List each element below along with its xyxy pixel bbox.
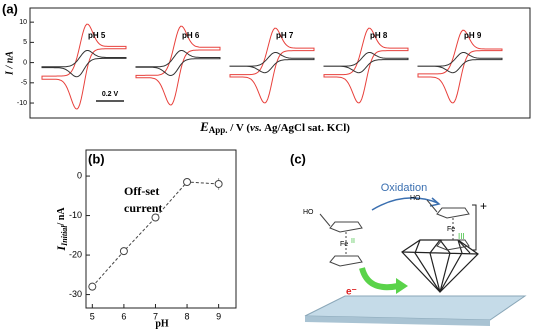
arrow-head (429, 197, 441, 207)
x-tick-label: 6 (121, 311, 126, 321)
cv-curve (417, 29, 503, 104)
y-tick-label: 0 (77, 170, 82, 180)
oxidation-state: II (351, 238, 355, 245)
panel-label: (b) (88, 151, 105, 166)
panel-label: (c) (290, 151, 306, 166)
curve-label: pH 9 (464, 31, 482, 40)
x-tick-label: 7 (153, 311, 158, 321)
y-label-part: Initial (60, 225, 69, 247)
curve-label: pH 5 (88, 31, 106, 40)
y-axis-label: IInitial/ nA (54, 207, 69, 252)
charge: + (480, 199, 487, 213)
x-tick-label: 8 (185, 311, 190, 321)
data-point (214, 179, 223, 188)
x-tick-label: 9 (216, 311, 221, 321)
ferrocene-left (319, 213, 363, 267)
x-label-part: / V ( (228, 122, 251, 134)
x-label-part: App. (209, 125, 228, 135)
cv-curve (229, 27, 315, 104)
x-label-part: Ag/AgCl sat. KCl) (262, 122, 350, 134)
y-tick-label: -10 (17, 100, 27, 107)
cv-curve (41, 50, 127, 78)
curve-label: pH 6 (182, 31, 200, 40)
data-point (183, 177, 192, 186)
scale-bar-label: 0.2 V (102, 91, 119, 98)
data-point (151, 213, 160, 222)
x-axis-label: EApp. / V (vs. Ag/AgCl sat. KCl) (199, 119, 350, 135)
metal-label: Fe (447, 226, 455, 233)
x-axis-label: pH (155, 318, 169, 329)
arrow-label: Oxidation (381, 182, 427, 194)
y-tick-label: 10 (19, 19, 27, 26)
cv-curve (135, 25, 221, 106)
group-label: HO (303, 209, 314, 216)
trend-line (91, 181, 219, 288)
y-tick-label: -10 (69, 210, 82, 220)
annotation: Off-set (124, 184, 159, 198)
y-axis-label: I / nA (4, 51, 15, 76)
y-tick-label: 0 (23, 59, 27, 66)
cv-curve (323, 27, 409, 104)
annotation: current (124, 201, 162, 215)
oxidation-state: III (458, 232, 465, 241)
metal-label: Fe (340, 241, 348, 248)
y-label-part: I (54, 245, 68, 252)
x-label-part: vs. (250, 122, 262, 134)
panel-label: (a) (2, 1, 18, 16)
electrode-side (305, 316, 490, 326)
y-tick-label: 5 (23, 39, 27, 46)
ferrocene-right (426, 199, 477, 251)
electron-label: e⁻ (346, 287, 357, 298)
frame-b (85, 149, 237, 309)
y-tick-label: -5 (21, 80, 27, 87)
electrode (304, 295, 527, 321)
electron-arrow (359, 267, 399, 291)
cv-curve (229, 52, 315, 74)
cv-curve (323, 52, 409, 74)
y-label-part: / nA (56, 207, 67, 227)
group-label: HO (410, 195, 421, 202)
y-tick-label: -30 (69, 289, 82, 299)
curve-label: pH 8 (370, 31, 388, 40)
data-point (119, 247, 128, 256)
data-point (88, 282, 97, 291)
x-label-part: E (199, 119, 209, 134)
oxidation-arrow (371, 197, 439, 211)
diamond (401, 239, 479, 293)
curve-label: pH 7 (276, 31, 294, 40)
cv-curve (417, 52, 503, 74)
electron-arrow-head (396, 278, 408, 294)
x-tick-label: 5 (90, 311, 95, 321)
cv-curve (135, 50, 221, 77)
y-tick-label: -20 (69, 249, 82, 259)
